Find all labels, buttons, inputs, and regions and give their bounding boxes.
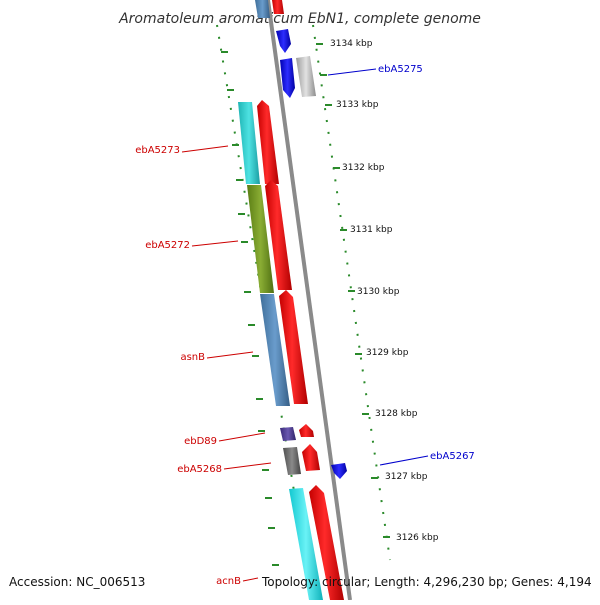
gene-ebD89-block[interactable] [280,427,296,441]
kbp-label-3126: 3126 kbp [396,533,439,543]
accession-text: Accession: NC_006513 [9,575,146,589]
label-ebA5272[interactable]: ebA5272 [145,240,190,251]
right-gene-labels: ebA5275 ebA5267 [327,64,475,466]
kbp-label-3132: 3132 kbp [342,163,385,173]
right-track-ticks [316,43,390,538]
label-acnB[interactable]: acnB [216,576,241,587]
gene-acnB-block[interactable] [289,488,323,600]
gene-ebA5273-arrow[interactable] [257,100,279,184]
gene-acnB-arrow[interactable] [309,485,344,600]
gene-ebA5267[interactable] [331,463,347,479]
label-ebA5267[interactable]: ebA5267 [430,451,475,462]
label-asnB[interactable]: asnB [180,352,205,363]
gene-ebA5268-block[interactable] [283,447,301,475]
top-cropped-genes [255,0,284,18]
kbp-label-3127: 3127 kbp [385,472,428,482]
gene-ebA5272-block[interactable] [247,185,274,293]
kbp-label-3129: 3129 kbp [366,348,409,358]
reverse-gene-3134[interactable] [276,29,291,53]
kbp-label-3131: 3131 kbp [350,225,393,235]
topology-text: Topology: circular; Length: 4,296,230 bp… [262,575,592,589]
label-ebD89[interactable]: ebD89 [184,436,217,447]
genome-backbone [266,0,352,601]
left-dotted-track [216,24,313,601]
gene-ebA5272-arrow[interactable] [265,180,292,290]
kbp-ticks: 3134 kbp 3133 kbp 3132 kbp 3131 kbp 3130… [330,39,439,543]
left-gene-labels: ebA5273 ebA5272 asnB ebD89 ebA5268 acnB [135,145,272,587]
gene-ebA5275-grey[interactable] [296,56,316,97]
gene-asnB-arrow[interactable] [279,290,308,404]
gene-ebA5273-block[interactable] [238,102,260,184]
gene-ebA5268-arrow[interactable] [302,444,320,471]
kbp-label-3134: 3134 kbp [330,39,373,49]
map-title: Aromatoleum aromaticum EbN1, complete ge… [118,11,481,27]
gene-ebD89-arrow[interactable] [299,424,314,437]
gene-ebA5275-blue[interactable] [280,58,295,98]
label-ebA5268[interactable]: ebA5268 [177,464,222,475]
left-track-ticks [221,51,279,566]
kbp-label-3133: 3133 kbp [336,100,379,110]
label-ebA5273[interactable]: ebA5273 [135,145,180,156]
label-ebA5275[interactable]: ebA5275 [378,64,423,75]
kbp-label-3130: 3130 kbp [357,287,400,297]
kbp-label-3128: 3128 kbp [375,409,418,419]
gene-asnB-block[interactable] [260,294,290,406]
